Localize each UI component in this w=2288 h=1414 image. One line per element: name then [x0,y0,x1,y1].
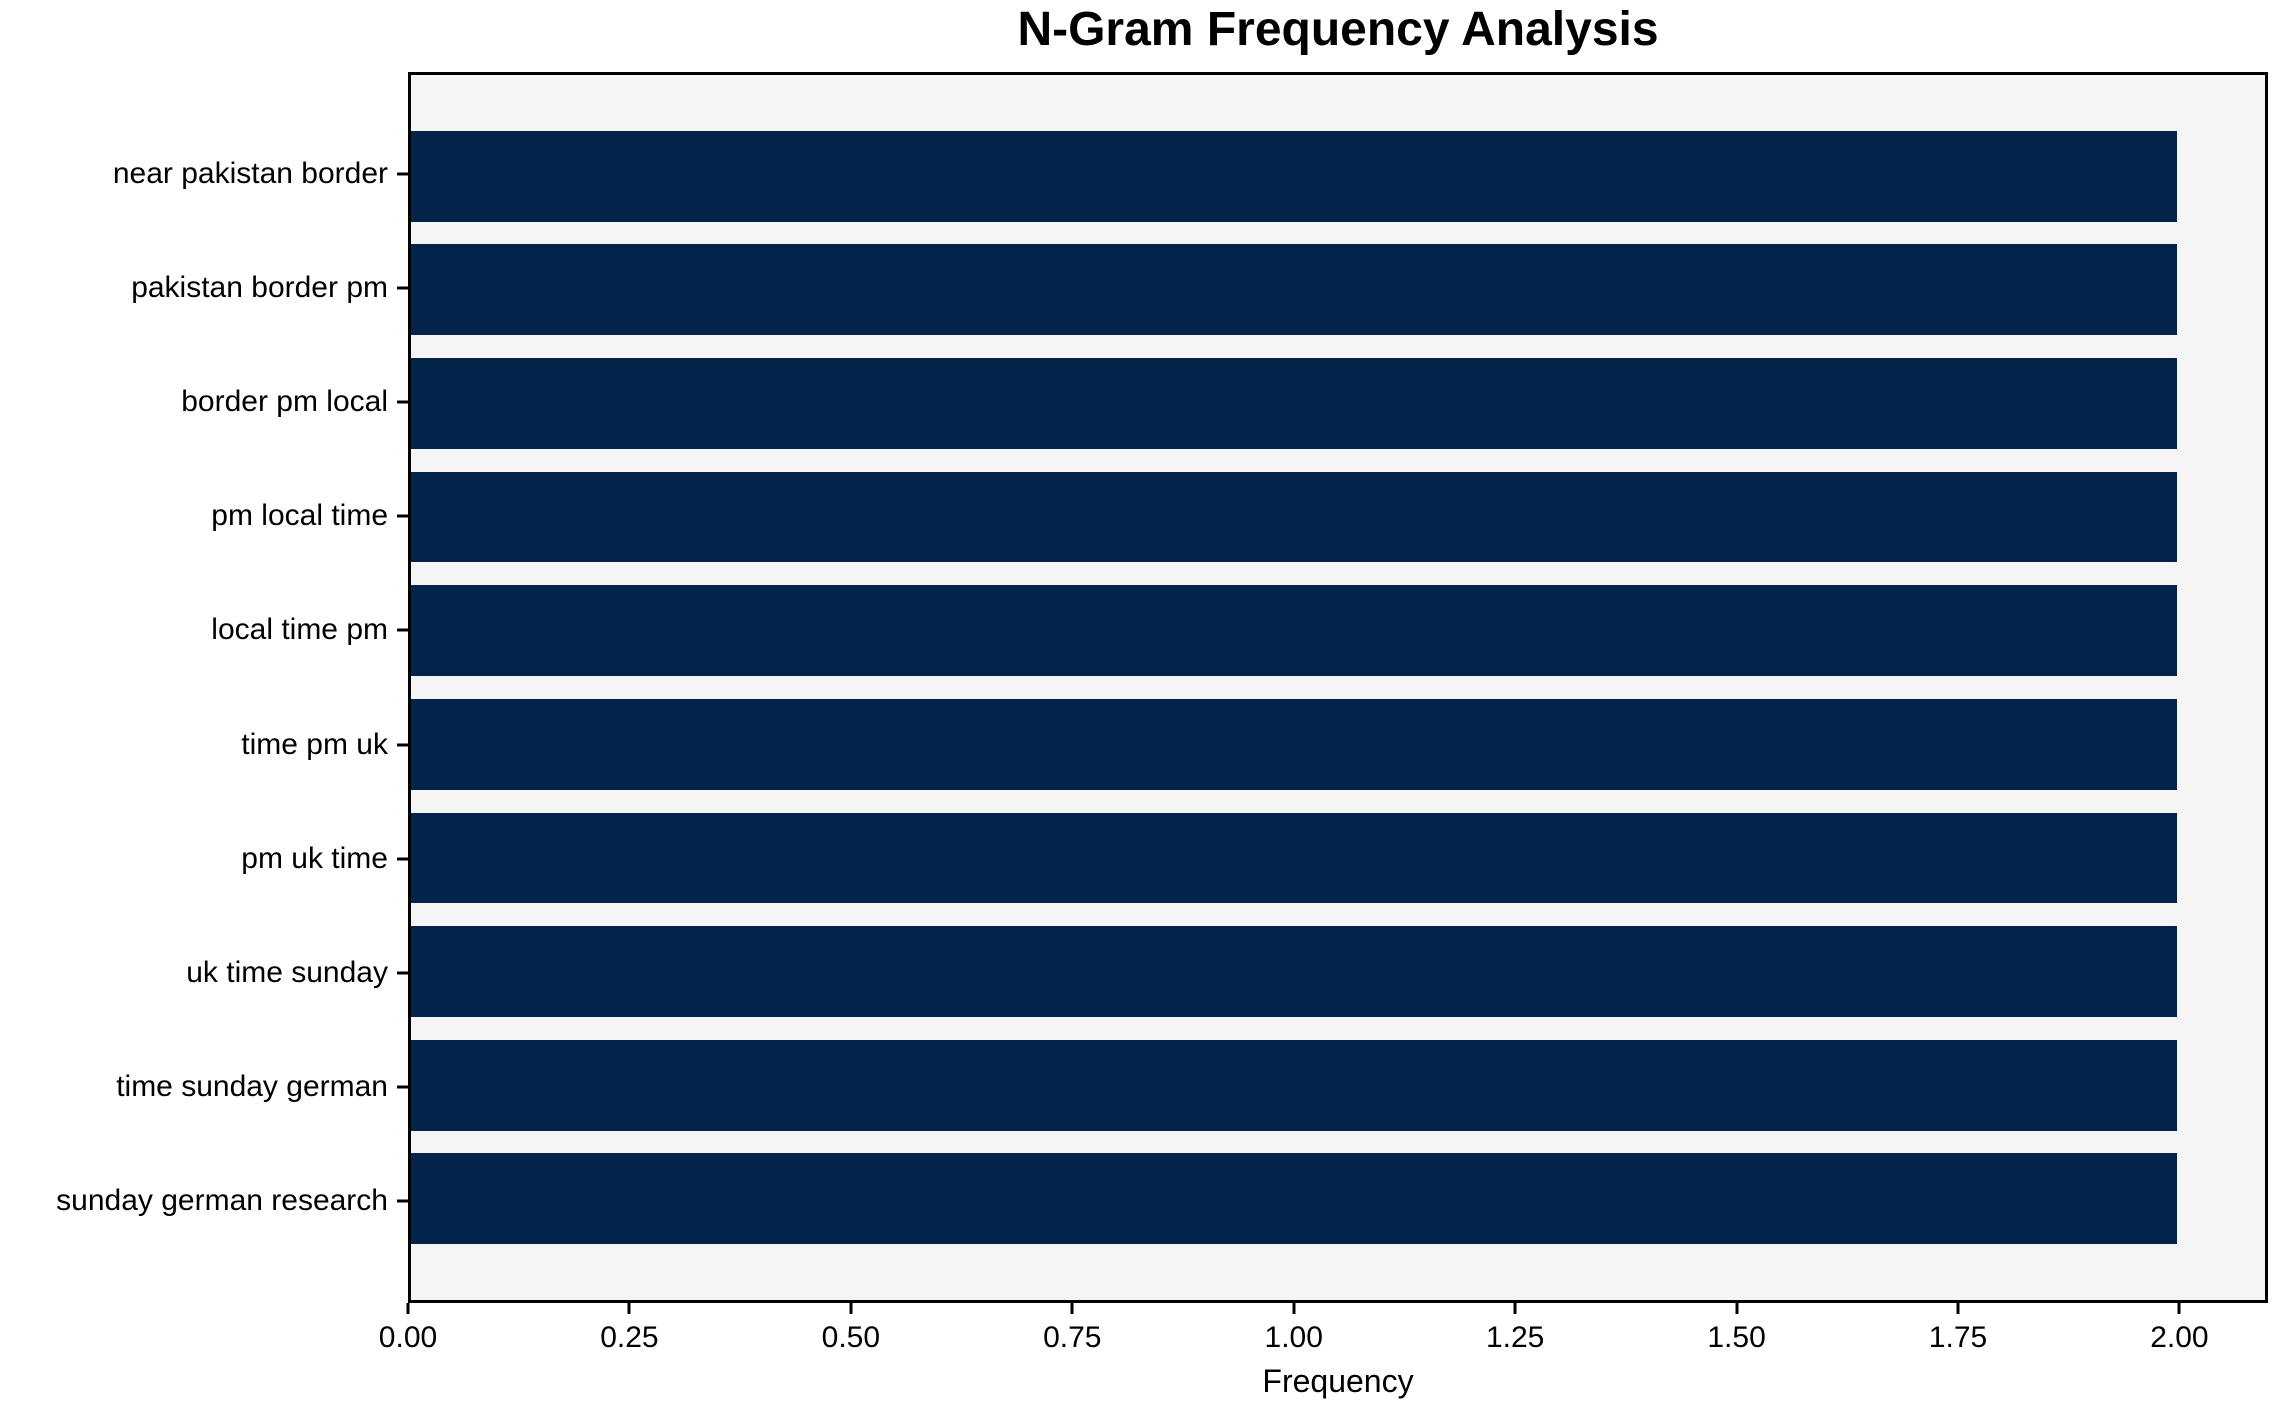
x-tick-label-0-25: 0.25 [600,1321,659,1354]
y-tick-border-pm-local [397,400,408,404]
y-tick-label-time-sunday-german: time sunday german [116,1070,388,1104]
x-tick-label-1-50: 1.50 [1707,1321,1766,1354]
x-tick-0-25 [627,1303,631,1314]
x-tick-0-75 [1070,1303,1074,1314]
x-tick-0-50 [849,1303,853,1314]
x-tick-label-0-75: 0.75 [1043,1321,1102,1354]
bar-near-pakistan-border [411,130,2177,222]
axes: Frequency near pakistan border pakistan b… [56,72,2268,1397]
bar-time-pm-uk [411,698,2177,790]
bar-uk-time-sunday [411,926,2177,1018]
x-tick-label-0-50: 0.50 [821,1321,881,1354]
y-tick-label-uk-time-sunday: uk time sunday [186,955,388,989]
chart-title: N-Gram Frequency Analysis [1017,3,1659,56]
y-tick-label-sunday-german-research: sunday german research [56,1184,388,1218]
bar-border-pm-local [411,357,2177,449]
y-tick-time-sunday-german [397,1085,408,1089]
x-tick-label-0-00: 0.00 [378,1321,438,1354]
plot-area [408,72,2268,1303]
x-tick-1-00 [1292,1303,1296,1314]
y-tick-pm-uk-time [397,857,408,861]
y-tick-label-border-pm-local: border pm local [181,385,388,419]
bar-pm-uk-time [411,812,2177,904]
x-tick-1-25 [1513,1303,1517,1314]
x-tick-1-50 [1735,1303,1739,1314]
y-tick-label-local-time-pm: local time pm [211,613,388,647]
x-tick-label-2-00: 2.00 [2150,1321,2209,1354]
y-tick-pakistan-border-pm [397,286,408,290]
y-tick-label-pm-local-time: pm local time [211,499,388,533]
x-tick-1-75 [1956,1303,1960,1314]
bar-local-time-pm [411,585,2177,677]
x-tick-label-1-75: 1.75 [1928,1321,1988,1354]
y-tick-local-time-pm [397,628,408,632]
x-tick-0-00 [406,1303,410,1314]
y-tick-pm-local-time [397,514,408,518]
bar-time-sunday-german [411,1039,2177,1131]
bar-sunday-german-research [411,1153,2177,1245]
y-tick-label-time-pm-uk: time pm uk [241,727,388,761]
y-tick-time-pm-uk [397,743,408,747]
x-tick-label-1-00: 1.00 [1264,1321,1323,1354]
x-tick-label-1-25: 1.25 [1485,1321,1545,1354]
y-tick-label-pakistan-border-pm: pakistan border pm [131,270,388,304]
y-tick-label-pm-uk-time: pm uk time [241,841,388,875]
bar-pm-local-time [411,471,2177,563]
y-tick-sunday-german-research [397,1199,408,1203]
bar-pakistan-border-pm [411,244,2177,336]
x-tick-2-00 [2177,1303,2181,1314]
y-tick-near-pakistan-border [397,172,408,176]
y-tick-uk-time-sunday [397,971,408,975]
y-tick-label-near-pakistan-border: near pakistan border [112,156,388,190]
x-axis-label: Frequency [1262,1363,1414,1399]
